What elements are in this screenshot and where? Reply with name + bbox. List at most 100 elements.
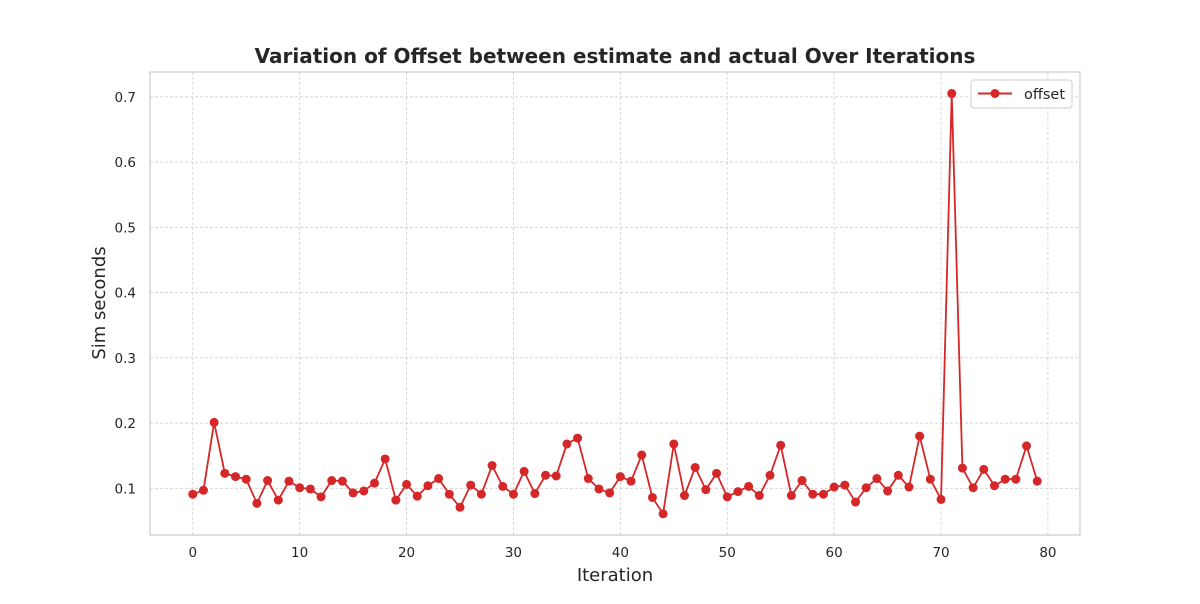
data-point-offset-76: [1000, 474, 1010, 484]
data-point-offset-75: [989, 481, 999, 491]
data-point-offset-38: [594, 484, 604, 494]
data-point-offset-45: [669, 439, 679, 449]
data-point-offset-13: [327, 476, 337, 486]
data-point-offset-37: [583, 474, 593, 484]
data-point-offset-77: [1011, 474, 1021, 484]
legend-marker-swatch: [990, 89, 1000, 98]
data-point-offset-79: [1032, 476, 1042, 486]
x-tick-label-10: 10: [291, 545, 308, 561]
data-point-offset-12: [316, 492, 326, 502]
x-tick-label-80: 80: [1039, 545, 1056, 561]
y-tick-label-0.4: 0.4: [115, 286, 136, 302]
x-tick-label-50: 50: [719, 545, 736, 561]
data-point-offset-14: [337, 476, 347, 486]
data-point-offset-7: [263, 476, 273, 486]
axis-ticks: 0 10 20 30 40 50 60 70 80 0.1 0.2 0.3 0.4 0.5 0.6 0.7: [115, 90, 1057, 561]
data-point-offset-31: [519, 466, 529, 476]
x-tick-label-30: 30: [505, 545, 522, 561]
data-point-offset-49: [712, 468, 722, 478]
data-point-offset-32: [530, 489, 540, 499]
data-point-offset-1: [198, 485, 208, 495]
y-tick-label-0.1: 0.1: [115, 481, 136, 497]
legend: offset: [970, 79, 1073, 109]
x-axis-label: Iteration: [577, 565, 653, 586]
y-axis-label: Sim seconds: [89, 246, 110, 359]
data-point-offset-69: [925, 474, 935, 484]
x-tick-label-60: 60: [826, 545, 843, 561]
data-point-offset-58: [808, 489, 818, 499]
y-tick-label-0.3: 0.3: [115, 351, 136, 367]
data-point-offset-35: [562, 439, 572, 449]
series-layer: [188, 89, 1042, 519]
data-point-offset-40: [615, 472, 625, 482]
x-tick-label-70: 70: [932, 545, 949, 561]
data-point-offset-23: [434, 474, 444, 484]
data-point-offset-73: [968, 483, 978, 493]
data-point-offset-2: [209, 417, 219, 427]
x-tick-label-0: 0: [188, 545, 197, 561]
x-tick-label-40: 40: [612, 545, 629, 561]
data-point-offset-9: [284, 476, 294, 486]
series-line-offset: [192, 92, 1039, 515]
data-point-offset-22: [423, 481, 433, 491]
data-point-offset-44: [658, 509, 668, 519]
data-point-offset-8: [273, 495, 283, 505]
data-point-offset-16: [359, 486, 369, 496]
data-point-offset-66: [893, 470, 903, 480]
x-tick-label-20: 20: [398, 545, 415, 561]
data-point-offset-46: [679, 491, 689, 501]
data-point-offset-36: [573, 433, 583, 443]
data-point-offset-39: [605, 488, 615, 498]
data-point-offset-55: [776, 440, 786, 450]
data-point-offset-17: [369, 478, 379, 488]
data-point-offset-60: [829, 482, 839, 492]
data-point-offset-41: [626, 476, 636, 486]
data-point-offset-59: [818, 489, 828, 499]
data-point-offset-4: [231, 472, 241, 482]
data-point-offset-5: [241, 474, 251, 484]
data-point-offset-28: [487, 461, 497, 471]
data-point-offset-33: [541, 470, 551, 480]
y-tick-label-0.7: 0.7: [115, 90, 136, 106]
data-point-offset-3: [220, 468, 230, 478]
data-point-offset-56: [786, 491, 796, 501]
data-point-offset-68: [915, 431, 925, 441]
data-point-offset-51: [733, 487, 743, 497]
data-point-offset-43: [647, 492, 657, 502]
data-point-offset-20: [402, 479, 412, 489]
y-tick-label-0.2: 0.2: [115, 416, 136, 432]
data-point-offset-21: [412, 491, 422, 501]
data-point-offset-64: [872, 474, 882, 484]
y-tick-label-0.6: 0.6: [115, 155, 136, 171]
data-point-offset-61: [840, 480, 850, 490]
data-point-offset-78: [1022, 441, 1032, 451]
data-point-offset-54: [765, 470, 775, 480]
data-point-offset-67: [904, 482, 914, 492]
y-tick-label-0.5: 0.5: [115, 220, 136, 236]
data-point-offset-53: [754, 491, 764, 501]
data-point-offset-25: [455, 502, 465, 512]
data-point-offset-24: [444, 489, 454, 499]
data-point-offset-19: [391, 495, 401, 505]
data-point-offset-42: [637, 450, 647, 460]
data-point-offset-47: [690, 462, 700, 472]
data-point-offset-52: [744, 481, 754, 491]
data-point-offset-57: [797, 476, 807, 486]
data-point-offset-72: [957, 463, 967, 473]
legend-label-offset: offset: [1024, 87, 1065, 103]
data-point-offset-70: [936, 494, 946, 504]
data-point-offset-65: [883, 486, 893, 496]
data-point-offset-27: [476, 489, 486, 499]
chart-title: Variation of Offset between estimate and…: [255, 44, 976, 68]
data-point-offset-0: [188, 489, 198, 499]
data-point-offset-10: [295, 483, 305, 493]
plot-area-frame: [149, 71, 1081, 536]
data-point-offset-71: [947, 89, 957, 99]
data-point-offset-29: [498, 481, 508, 491]
data-point-offset-18: [380, 454, 390, 464]
grid-lines: [150, 72, 1080, 535]
data-point-offset-11: [305, 484, 315, 494]
data-point-offset-63: [861, 483, 871, 493]
